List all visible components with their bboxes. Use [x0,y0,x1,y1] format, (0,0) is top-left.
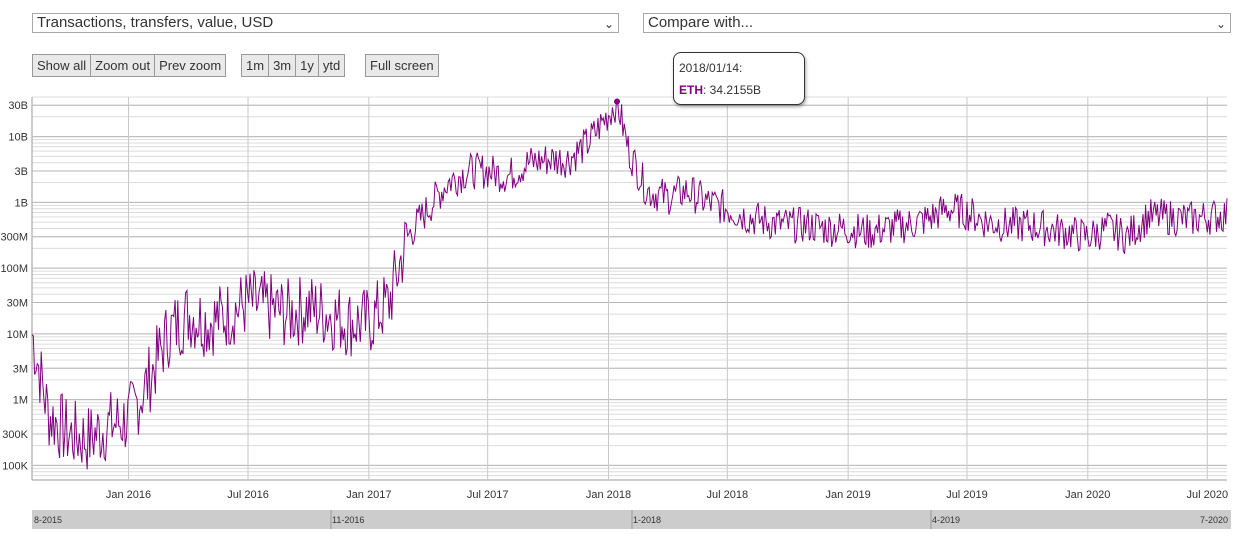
tooltip: 2018/01/14: ETH: 34.2155B [673,52,805,105]
full-screen-button[interactable]: Full screen [365,54,439,77]
compare-select-value: Compare with... [648,14,754,31]
x-tick-label: Jan 2016 [106,489,151,501]
navigator-labels: 8-2015 11-2016 1-2018 4-2019 7-2020 [34,510,1228,529]
y-tick-label: 100M [0,263,28,275]
chart-grid [31,96,1227,481]
y-tick-label: 1M [13,395,28,407]
x-tick-label: Jan 2019 [826,489,871,501]
metric-select-value: Transactions, transfers, value, USD [37,14,274,31]
y-axis: 100K 300K 1M 3M 10M 30M 100M 300M 1B 3B 10B 30B [0,100,28,472]
y-tick-label: 30B [8,100,28,112]
y-tick-label: 30M [7,298,28,310]
x-tick-label: Jul 2020 [1187,489,1229,501]
metric-select[interactable]: Transactions, transfers, value, USD ⌄ [32,13,619,33]
tooltip-value-row: ETH: 34.2155B [679,83,761,97]
y-tick-label: 300M [0,232,28,244]
compare-select[interactable]: Compare with... ⌄ [643,13,1231,33]
x-tick-label: Jan 2018 [586,489,631,501]
y-tick-label: 1B [15,197,28,209]
x-tick-label: Jul 2017 [467,489,509,501]
tooltip-series-name: ETH [679,83,703,97]
y-tick-label: 3M [13,363,28,375]
show-all-button[interactable]: Show all [32,54,92,77]
series-line-eth [31,101,1228,470]
navigator-label: 7-2020 [1200,515,1228,525]
x-tick-label: Jul 2019 [946,489,988,501]
prev-zoom-button[interactable]: Prev zoom [154,54,227,77]
range-1y-button[interactable]: 1y [295,54,319,77]
x-tick-label: Jan 2020 [1065,489,1110,501]
navigator-label: 4-2019 [932,515,960,525]
x-tick-label: Jul 2016 [227,489,269,501]
range-button-group: 1m 3m 1y ytd [241,54,346,77]
navigator-label: 1-2018 [633,515,661,525]
zoom-out-button[interactable]: Zoom out [90,54,156,77]
chevron-down-icon: ⌄ [603,17,614,31]
fullscreen-group: Full screen [365,54,439,77]
x-axis: Jan 2016 Jul 2016 Jan 2017 Jul 2017 Jan 2018… [106,489,1228,501]
highlight-point [614,98,621,105]
y-tick-label: 10B [8,132,28,144]
zoom-button-group: Show all Zoom out Prev zoom [32,54,227,77]
chevron-down-icon: ⌄ [1215,17,1226,31]
navigator-label: 11-2016 [332,515,364,525]
y-tick-label: 300K [2,429,28,441]
navigator-label: 8-2015 [34,515,62,525]
x-tick-label: Jan 2017 [346,489,391,501]
range-ytd-button[interactable]: ytd [317,54,346,77]
y-tick-label: 10M [7,329,28,341]
navigator: 8-2015 11-2016 1-2018 4-2019 7-2020 [32,510,1231,529]
y-tick-label: 100K [2,460,28,472]
tooltip-value: : 34.2155B [703,83,762,97]
y-tick-label: 3B [15,166,28,178]
x-tick-label: Jul 2018 [707,489,749,501]
range-3m-button[interactable]: 3m [268,54,297,77]
tooltip-date: 2018/01/14: [679,61,743,75]
